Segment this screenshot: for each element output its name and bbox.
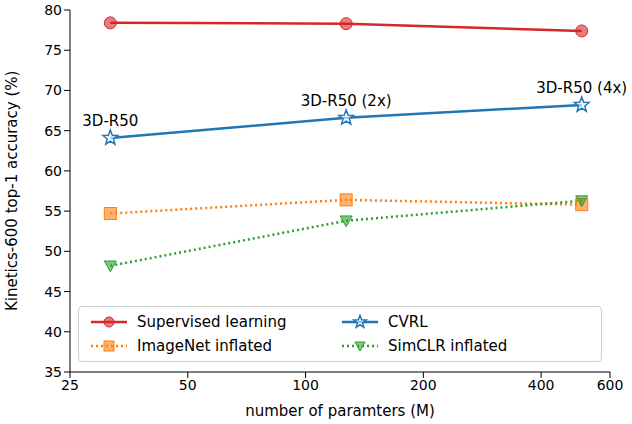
html-text:Supervised learning: Supervised learning: [137, 313, 287, 331]
svg-text:80: 80: [44, 2, 62, 18]
svg-text:25: 25: [61, 377, 79, 393]
svg-text:3D-R50: 3D-R50: [82, 112, 138, 130]
svg-text:50: 50: [179, 377, 197, 393]
svg-text:50: 50: [44, 243, 62, 259]
svg-text:35: 35: [44, 364, 62, 380]
svg-text:70: 70: [44, 82, 62, 98]
html-text:SimCLR inflated: SimCLR inflated: [388, 337, 508, 355]
svg-text:3D-R50 (2x): 3D-R50 (2x): [301, 92, 392, 110]
html-text:CVRL: CVRL: [388, 313, 428, 331]
svg-text:100: 100: [292, 377, 319, 393]
svg-text:45: 45: [44, 284, 62, 300]
svg-text:600: 600: [597, 377, 624, 393]
svg-text:60: 60: [44, 163, 62, 179]
svg-text:200: 200: [410, 377, 437, 393]
svg-text:75: 75: [44, 42, 62, 58]
svg-text:400: 400: [528, 377, 555, 393]
svg-text:55: 55: [44, 203, 62, 219]
html-text:ImageNet inflated: ImageNet inflated: [137, 337, 272, 355]
svg-text:65: 65: [44, 123, 62, 139]
svg-text:Kinetics-600 top-1 accuracy (%: Kinetics-600 top-1 accuracy (%): [8, 71, 21, 311]
svg-text:number of paramters (M): number of paramters (M): [245, 402, 435, 420]
svg-text:40: 40: [44, 324, 62, 340]
svg-text:3D-R50 (4x): 3D-R50 (4x): [536, 79, 624, 97]
